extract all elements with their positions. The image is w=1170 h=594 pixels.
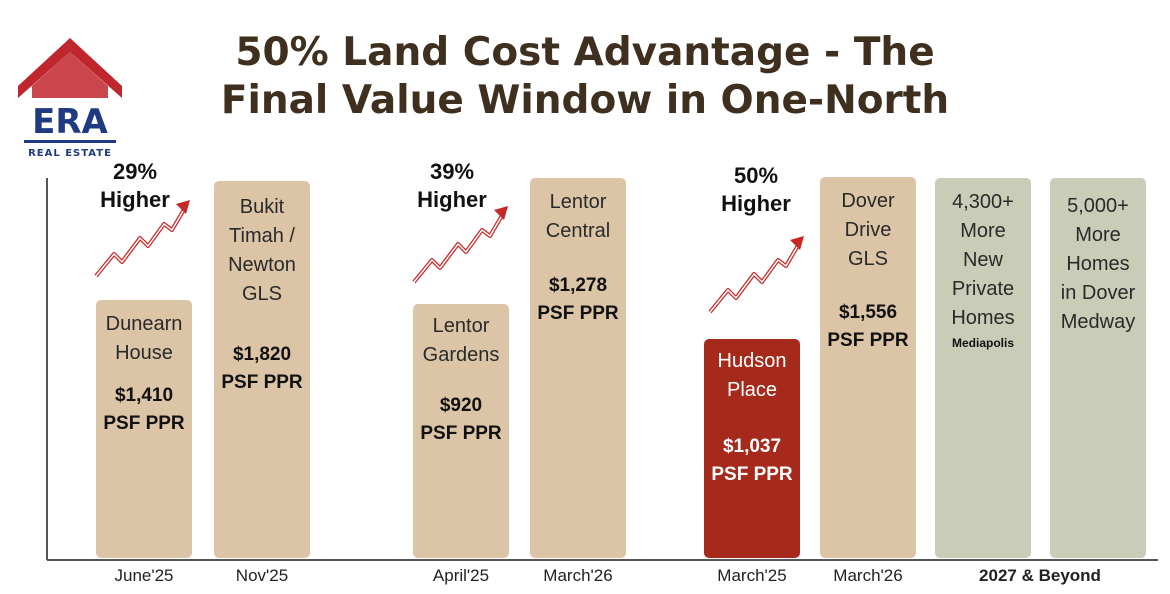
era-logo: ERA REAL ESTATE: [18, 38, 122, 159]
bar-value-label: $920: [439, 395, 483, 416]
x-tick-label: March'26: [543, 566, 613, 585]
bar-unit-label: PSF PPR: [103, 413, 185, 434]
bar-2: Bukit Timah / Newton GLS $1,820 PSF PPR: [214, 181, 310, 558]
bar-unit-label: PSF PPR: [827, 330, 909, 351]
x-tick-label: March'25: [717, 566, 787, 585]
x-tick-label: April'25: [432, 566, 490, 585]
x-tick-label: 2027 & Beyond: [979, 566, 1101, 585]
annotation-percent: 39%: [429, 159, 475, 184]
bar-sublabel: Mediapolis: [951, 336, 1014, 350]
bar-unit-label: PSF PPR: [221, 372, 303, 393]
rising-arrow-icon: [412, 206, 508, 284]
bar-label: Lentor Gardens: [422, 315, 500, 366]
svg-text:ERA: ERA: [32, 102, 108, 142]
bar-6: Dover Drive GLS $1,556 PSF PPR: [820, 177, 916, 558]
growth-annotation-3: 50% Higher: [701, 162, 811, 218]
bar-label: Bukit Timah / Newton GLS: [228, 196, 296, 305]
growth-annotation-1: 29% Higher: [80, 158, 190, 214]
x-tick-label: June'25: [114, 566, 174, 585]
bar-label: 5,000+ More Homes in Dover Medway: [1060, 195, 1136, 333]
annotation-word: Higher: [721, 191, 791, 216]
bar-label: Lentor Central: [545, 191, 611, 242]
bar-value-label: $1,278: [548, 275, 608, 296]
bar-value-label: $1,556: [838, 302, 898, 323]
bar-8: 5,000+ More Homes in Dover Medway: [1050, 178, 1146, 558]
rising-arrow-icon: [708, 236, 804, 314]
bar-1: Dunearn House $1,410 PSF PPR: [96, 300, 192, 558]
bar-value-label: $1,820: [232, 344, 292, 365]
bar-5: Hudson Place $1,037 PSF PPR: [704, 339, 800, 558]
chart-title-line-1: 50% Land Cost Advantage - The: [235, 30, 935, 75]
bar-value-label: $1,037: [722, 436, 782, 457]
growth-annotation-2: 39% Higher: [397, 158, 507, 214]
bar-7: 4,300+ More New Private Homes Mediapolis: [935, 178, 1031, 558]
annotation-percent: 29%: [112, 159, 158, 184]
bar-value-label: $1,410: [114, 385, 174, 406]
rising-arrow-icon: [94, 200, 190, 278]
bar-unit-label: PSF PPR: [537, 303, 619, 324]
bar-label: Dover Drive GLS: [841, 190, 895, 270]
annotation-word: Higher: [100, 187, 170, 212]
bar-4: Lentor Central $1,278 PSF PPR: [530, 178, 626, 558]
bar-label: Dunearn House: [105, 313, 183, 364]
bar-label: Hudson Place: [717, 350, 787, 401]
bar-3: Lentor Gardens $920 PSF PPR: [413, 304, 509, 558]
chart-title-line-2: Final Value Window in One-North: [220, 78, 950, 123]
bar-unit-label: PSF PPR: [420, 423, 502, 444]
bar-unit-label: PSF PPR: [711, 464, 793, 485]
svg-text:REAL ESTATE: REAL ESTATE: [28, 148, 112, 159]
x-tick-label: Nov'25: [235, 566, 289, 585]
x-tick-label: March'26: [833, 566, 903, 585]
bar-label: 4,300+ More New Private Homes: [951, 191, 1015, 329]
annotation-word: Higher: [417, 187, 487, 212]
annotation-percent: 50%: [733, 163, 779, 188]
